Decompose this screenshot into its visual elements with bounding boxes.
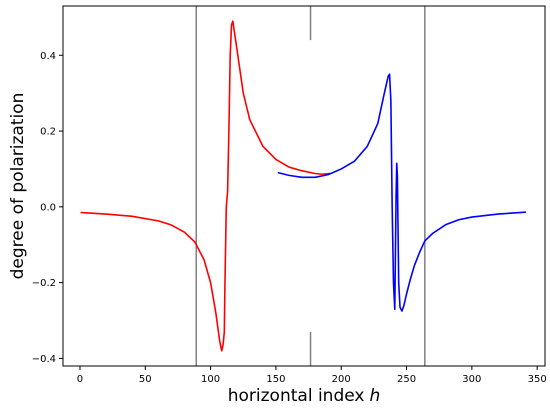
y-axis-title: degree of polarization	[8, 93, 28, 280]
series-line-0	[80, 20, 331, 352]
vertical-markers	[195, 6, 426, 366]
y-tick-label: 0.0	[40, 202, 56, 213]
series-line-1	[277, 73, 527, 312]
y-tick-label: 0.2	[40, 127, 56, 138]
y-tick-label: −0.2	[32, 278, 56, 289]
series-group	[80, 20, 527, 352]
x-tick-label: 100	[201, 374, 220, 385]
x-tick-label: 300	[462, 374, 481, 385]
x-tick-label: 50	[139, 374, 152, 385]
x-tick-label: 350	[528, 374, 547, 385]
y-axis: −0.4 −0.2 0.0 0.2 0.4	[32, 51, 63, 365]
x-axis-title-text: horizontal index	[228, 386, 365, 406]
x-axis: 0 50 100 150 200 250 300 350	[77, 366, 547, 385]
x-tick-label: 150	[266, 374, 285, 385]
x-tick-label: 250	[397, 374, 416, 385]
plot-frame	[62, 5, 546, 367]
x-tick-label: 200	[332, 374, 351, 385]
x-axis-title: horizontal index h	[228, 386, 381, 406]
x-tick-label: 0	[77, 374, 83, 385]
y-tick-label: −0.4	[32, 354, 56, 365]
x-axis-title-variable: h	[369, 386, 380, 406]
y-tick-label: 0.4	[40, 51, 56, 62]
